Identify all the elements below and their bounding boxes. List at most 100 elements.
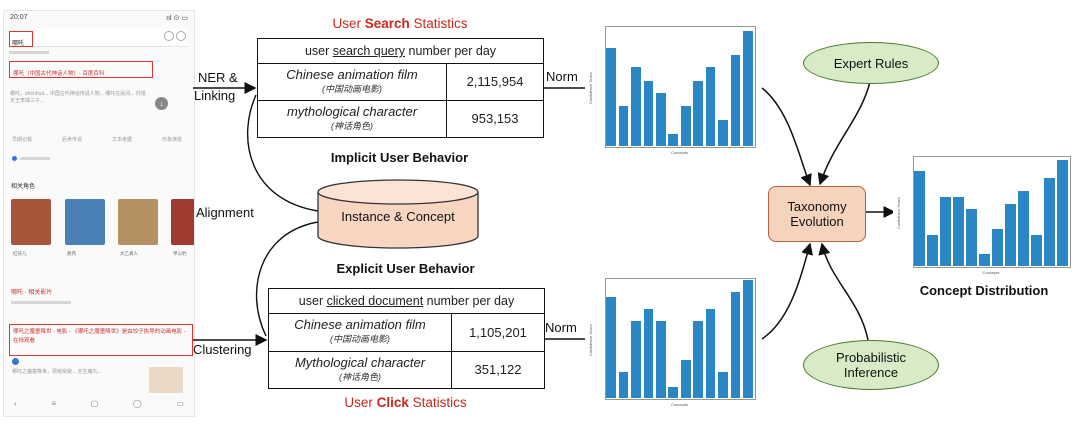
back-icon[interactable]: ‹ (14, 399, 17, 408)
blue-dot-icon (12, 156, 17, 161)
taxo-label-1: Taxonomy (787, 199, 847, 214)
menu-icon[interactable]: ≡ (51, 399, 56, 408)
chart-bar (693, 321, 703, 398)
thumb-caption: 红孩儿 (13, 251, 27, 256)
taxo-label-2: Evolution (790, 214, 844, 229)
chart-bar (656, 321, 666, 398)
chip[interactable]: 形象演变 (161, 137, 182, 143)
row-name: Chinese animation film (中国动画电影) (269, 314, 452, 351)
y-axis-label: Confidence Score (896, 197, 901, 229)
chart-bar (606, 297, 617, 398)
phone-query-box[interactable]: 哪吒 (9, 31, 33, 47)
chart-bar (618, 106, 629, 146)
tabs-icon[interactable]: ▭ (176, 399, 184, 408)
avatar (12, 358, 19, 365)
click-confidence-chart: Concepts Confidence Score (585, 272, 760, 412)
label-ner: NER & (198, 70, 238, 85)
header-underlined: clicked document (326, 294, 424, 308)
chart-bar (705, 66, 716, 146)
chart-bar (742, 30, 753, 146)
phone-result-link-2[interactable]: 哪吒之魔童降世 - 电影 - 《哪吒之魔童降世》是由饺子执导的动画电影 - 在线… (9, 324, 193, 356)
database-cylinder (317, 179, 479, 249)
camera-icon[interactable] (176, 31, 186, 41)
thumb-image[interactable] (149, 367, 183, 393)
placeholder-line (11, 301, 71, 304)
expert-rules-label: Expert Rules (833, 55, 909, 71)
cylinder-label: Instance & Concept (341, 209, 455, 224)
label-alignment: Alignment (196, 205, 254, 220)
table-header: user clicked document number per day (269, 289, 544, 314)
chart-bar (680, 359, 691, 398)
chip[interactable]: 早期记载 (12, 137, 33, 143)
title-pre: User (332, 16, 365, 31)
taxonomy-evolution-node: Taxonomy Evolution (768, 186, 866, 242)
curve-alignment-top (246, 94, 319, 212)
chart-bar (618, 371, 629, 398)
phone-search-bar[interactable] (9, 28, 187, 47)
x-axis-label: Concepts (671, 150, 688, 155)
chart-bar (668, 134, 679, 146)
title-post: Statistics (409, 16, 468, 31)
thumb-image[interactable] (65, 199, 105, 245)
header-pre: user (304, 44, 333, 58)
chart-bar (656, 93, 666, 146)
mic-icon[interactable] (164, 31, 174, 41)
probabilistic-inference-node: Probabilistic Inference (803, 340, 939, 390)
arrow-prob-taxo (818, 242, 869, 341)
chart-bar (631, 321, 641, 398)
table-row: mythological character (神话角色) 953,153 (258, 101, 543, 137)
chart-bar (927, 235, 938, 266)
search-stats-title: User Search Statistics (257, 16, 543, 31)
chart-bar (1057, 160, 1068, 266)
label-norm-top: Norm (546, 69, 578, 84)
phone-status-icons: ııl ⊙ ▭ (166, 15, 188, 22)
phone-query: 哪吒 (12, 41, 25, 47)
header-pre: user (298, 294, 327, 308)
prob-label-2: Inference (843, 365, 899, 380)
chart-bar (730, 292, 741, 398)
placeholder-line (9, 51, 49, 54)
search-confidence-chart: Concepts Confidence Score (585, 20, 760, 160)
thumb-caption: 申公豹 (173, 251, 187, 256)
chart-bar (1031, 235, 1042, 266)
thumb-image[interactable] (171, 199, 194, 245)
row-name-zh: (神话角色) (339, 372, 381, 382)
phone-section-title: 哪吒 · 相关影片 (11, 290, 53, 296)
row-name: Chinese animation film (中国动画电影) (258, 64, 447, 100)
circle-icon[interactable]: ◯ (132, 399, 142, 408)
chart-bar (668, 387, 679, 398)
click-stats-title: User Click Statistics (268, 395, 543, 410)
play-icon[interactable]: ↓ (155, 97, 168, 110)
chart-bar (693, 81, 703, 146)
thumb-image[interactable] (11, 199, 51, 245)
chart-bar (914, 171, 925, 266)
row-name: mythological character (神话角色) (258, 101, 447, 137)
phone-nav-bar: ‹ ≡ ▢ ◯ ▭ (14, 399, 184, 408)
chart-bar (940, 196, 951, 266)
thumb-caption: 太乙真人 (120, 251, 138, 256)
row-name-zh: (中国动画电影) (322, 84, 382, 94)
phone-screenshot: 20:07 ııl ⊙ ▭ 哪吒 哪吒（中国古代神话人物）- 百度百科 哪吒，s… (3, 10, 195, 417)
phone-snippet: 哪吒之魔童降世，票房突破... 天生魔丸... (12, 369, 102, 375)
explicit-caption: Explicit User Behavior (336, 261, 475, 276)
row-name-zh: (神话角色) (331, 121, 373, 131)
label-norm-bottom: Norm (545, 320, 577, 335)
phone-result-link-2-text: 哪吒之魔童降世 - 电影 - 《哪吒之魔童降世》是由饺子执导的动画电影 - 在线… (13, 329, 186, 344)
header-underlined: search query (332, 44, 406, 58)
chip[interactable]: 后世传说 (61, 137, 82, 143)
row-value: 1,105,201 (469, 325, 527, 340)
phone-section-title: 相关角色 (11, 184, 36, 190)
row-value: 351,122 (474, 362, 522, 377)
row-name: Mythological character (神话角色) (269, 352, 452, 388)
phone-time: 20:07 (10, 14, 28, 21)
table-row: Chinese animation film (中国动画电影) 1,105,20… (269, 314, 544, 352)
home-icon[interactable]: ▢ (90, 399, 99, 408)
y-axis-label: Confidence Score (588, 72, 593, 104)
chart-bar (1005, 204, 1016, 266)
phone-snippet: 哪吒，shénhuà... 中国古代神话传说人物... 哪吒在民间... 托塔天… (10, 91, 146, 104)
phone-result-link-1[interactable]: 哪吒（中国古代神话人物）- 百度百科 (9, 61, 153, 78)
label-clustering: Clustering (193, 342, 252, 357)
click-stats-table: user clicked document number per day Chi… (268, 288, 545, 389)
chip[interactable]: 文本考据 (111, 137, 132, 143)
thumb-image[interactable] (118, 199, 158, 245)
